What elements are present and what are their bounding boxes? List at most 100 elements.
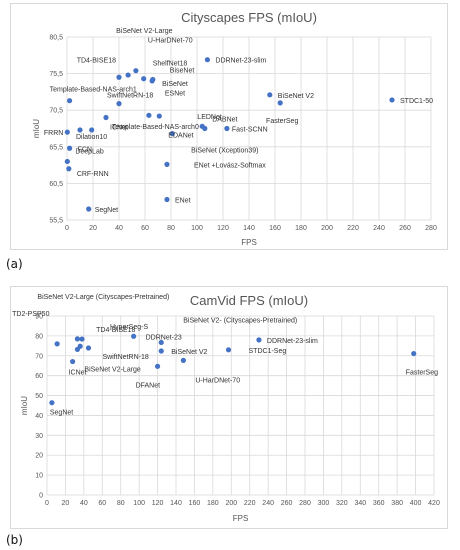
point-label-segnet: SegNet [95, 207, 118, 214]
point-icnet [70, 358, 76, 365]
point-label-bisenet-v2-large: BiSeNet V2-Large [116, 28, 173, 35]
point-label-frrn: FRRN [44, 130, 63, 137]
point-label-shelfnet18: ShelfNet18 [153, 61, 188, 68]
point-fast-scnn [224, 125, 230, 132]
y-tick-label: 80,5 [49, 35, 63, 42]
point-stdc1-50 [389, 97, 395, 103]
point-label-template-based-nas-arch1: Template-Based-NAS-arch1 [50, 87, 137, 94]
point-swiftnetrn-18 [85, 345, 92, 351]
x-axis-label: FPS [233, 514, 249, 523]
point-label-bisenet-v2-large: BiSeNet V2-Large [84, 366, 141, 373]
x-tick-label: 160 [189, 500, 201, 507]
point-enet-lov-sz-softmax [164, 161, 170, 167]
point-label-deeplab: DeepLab [75, 148, 104, 155]
point-label-hyperseg-s: HyperSeg-S [110, 324, 148, 331]
y-tick-label: 55,5 [49, 218, 63, 225]
point-label-stdc1-seg: STDC1-Seg [249, 348, 287, 355]
point-swiftnetrn-18 [116, 101, 122, 107]
point-label-dilation10: Dilation10 [76, 134, 107, 141]
point-label-enet: ENet [175, 198, 191, 205]
point-label-swiftnetrn-18: SwiftNetRN-18 [102, 354, 148, 361]
point-label-fcn: FCN [78, 146, 92, 153]
point-crf-rnn [66, 166, 72, 172]
point-label-icnet: ICNet [69, 370, 87, 377]
point-shelfnet18 [141, 76, 147, 82]
x-tick-label: 80 [117, 500, 125, 507]
point-td2-psp50 [54, 341, 60, 347]
point-label-fast-scnn: Fast-SCNN [232, 127, 268, 134]
point-label-bisenet-v2-cityscapes-pretrained: BiSeNet V2- (Cityscapes-Pretrained) [183, 317, 297, 324]
y-tick-label: 60 [35, 373, 43, 380]
x-tick-label: 200 [225, 500, 237, 507]
y-axis-label: mIoU [20, 396, 29, 415]
point-label-bisenet-v2: BiSeNet V2 [278, 93, 314, 100]
x-tick-label: 40 [115, 225, 123, 232]
y-tick-label: 80 [35, 333, 43, 340]
point-hyperseg-s [79, 336, 85, 342]
point-bisenet-v2-large [125, 72, 131, 78]
point-dilation10 [77, 127, 83, 133]
point-bisenet-v2-cityscapes-pretrained [158, 339, 164, 346]
point-enet [164, 196, 170, 203]
point-edanet [169, 131, 175, 137]
point-frrn [64, 129, 70, 135]
point-label-u-hardnet-70: U-HarDNet-70 [195, 377, 240, 384]
x-tick-label: 120 [152, 500, 164, 507]
chart-panel-a [10, 3, 448, 250]
point-label-swiftnetrn-18: SwiftNetRN-18 [107, 93, 153, 100]
x-tick-label: 140 [170, 500, 182, 507]
x-tick-label: 220 [347, 225, 359, 232]
x-tick-label: 400 [410, 500, 422, 507]
y-tick-label: 0 [39, 493, 43, 500]
panel-tag-b: (b) [6, 533, 23, 547]
x-tick-label: 0 [65, 225, 69, 232]
point-ddrnet-23-slim [256, 337, 262, 343]
x-tick-label: 280 [299, 500, 311, 507]
point-label-lednet: LEDNet [197, 114, 222, 121]
chart-b: CamVid FPS (mIoU) 0 10 20 30 40 50 60 70 80 90 0 20 4… [12, 293, 440, 523]
panel-tag-a: (a) [6, 257, 23, 271]
point-esnet [146, 112, 152, 118]
point-segnet [49, 400, 55, 406]
x-tick-label: 180 [207, 500, 219, 507]
y-tick-label: 60,5 [49, 181, 63, 188]
y-tick-label: 70,5 [49, 108, 63, 115]
point-label-bisenet-v2: BiSeNet V2 [171, 349, 207, 356]
x-tick-label: 260 [281, 500, 293, 507]
point-label-td4-bise18: TD4-BISE18 [96, 327, 135, 334]
x-tick-label: 60 [141, 225, 149, 232]
point-label-bisenet: BiSeNet [162, 81, 188, 88]
point-label-esnet: ESNet [165, 90, 185, 97]
y-tick-label: 75,5 [49, 71, 63, 78]
point-label-bisenet-v2-large-cityscapes-pretrained: BiSeNet V2-Large (Cityscapes-Pretrained) [37, 294, 169, 301]
point-label-edanet: EDANet [168, 133, 193, 140]
point-label-dfanet: DFANet [136, 382, 161, 389]
point-label-ddrnet-23-slim: DDRNet-23-slim [267, 338, 318, 345]
x-tick-label: 280 [425, 225, 437, 232]
point-label-dabnet: DABNet [212, 116, 237, 123]
point-label-td2-psp50: TD2-PSP50 [12, 311, 49, 318]
x-tick-label: 20 [89, 225, 97, 232]
point-bisenet-v2-large [74, 346, 81, 353]
point-fcn [67, 145, 73, 151]
x-tick-label: 340 [354, 500, 366, 507]
point-label-fasterseg: FasterSeg [266, 118, 298, 125]
y-tick-label: 90 [35, 314, 43, 321]
x-tick-label: 0 [45, 500, 49, 507]
point-td4-bise18 [116, 74, 122, 80]
point-label-bisenet-xception39: BiSeNet (Xception39) [191, 148, 258, 155]
point-deeplab [64, 158, 70, 165]
point-segnet [86, 206, 92, 212]
point-bisenet-v2-large-cityscapes-pretrained [74, 336, 81, 342]
chart-title: Cityscapes FPS (mIoU) [181, 10, 317, 25]
point-label-bisenet: BiseNet [170, 67, 195, 74]
point-template-based-nas-arch1 [67, 98, 73, 104]
point-ddrnet-23 [131, 333, 137, 339]
point-fasterseg [277, 100, 283, 106]
point-lednet [156, 113, 162, 119]
point-dfanet [154, 363, 161, 369]
point-template-based-nas-arch0 [89, 127, 95, 133]
point-ddrnet-23-slim [204, 57, 210, 63]
y-tick-label: 40 [35, 413, 43, 420]
